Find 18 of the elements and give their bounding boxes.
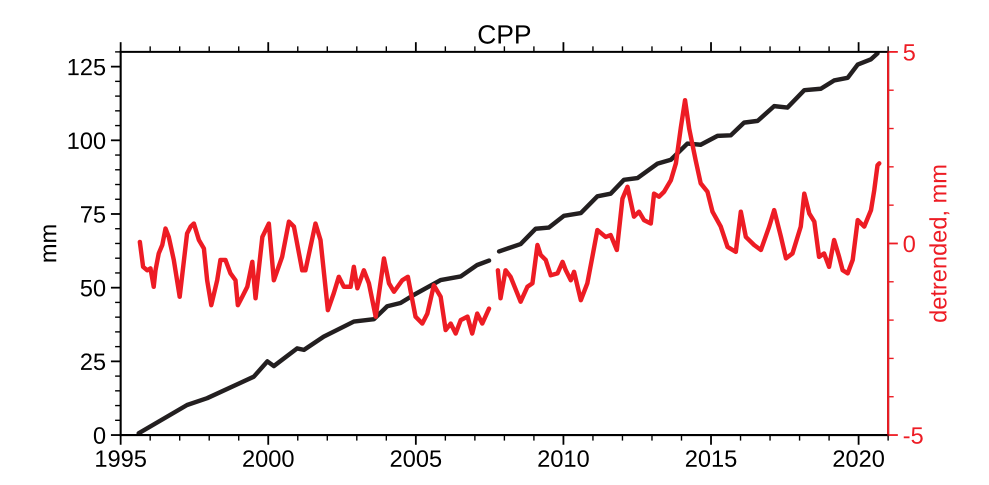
- y2-tick-label: -5: [904, 427, 923, 444]
- y-tick-label: 25: [81, 353, 106, 370]
- y-tick-label: 50: [80, 280, 106, 296]
- x-tick-label: 1995: [96, 450, 146, 467]
- x-tick-label: 2010: [538, 450, 589, 467]
- chart-title: CPP: [478, 25, 530, 44]
- x-tick-label: 2000: [243, 450, 294, 467]
- x-tick-label: 2015: [686, 450, 736, 467]
- x-tick-label: 2005: [390, 450, 442, 467]
- x-tick-label: 2020: [834, 450, 884, 467]
- y2-axis-title: detrended, mm: [929, 166, 950, 322]
- y-axis-title: mm: [44, 225, 56, 262]
- y-tick-label: 100: [68, 132, 106, 150]
- y2-tick-label: 5: [904, 44, 915, 61]
- y-tick-label: 125: [68, 58, 106, 76]
- y2-tick-label: 0: [904, 236, 915, 252]
- y-tick-label: 0: [94, 427, 106, 444]
- y-tick-label: 75: [81, 206, 106, 223]
